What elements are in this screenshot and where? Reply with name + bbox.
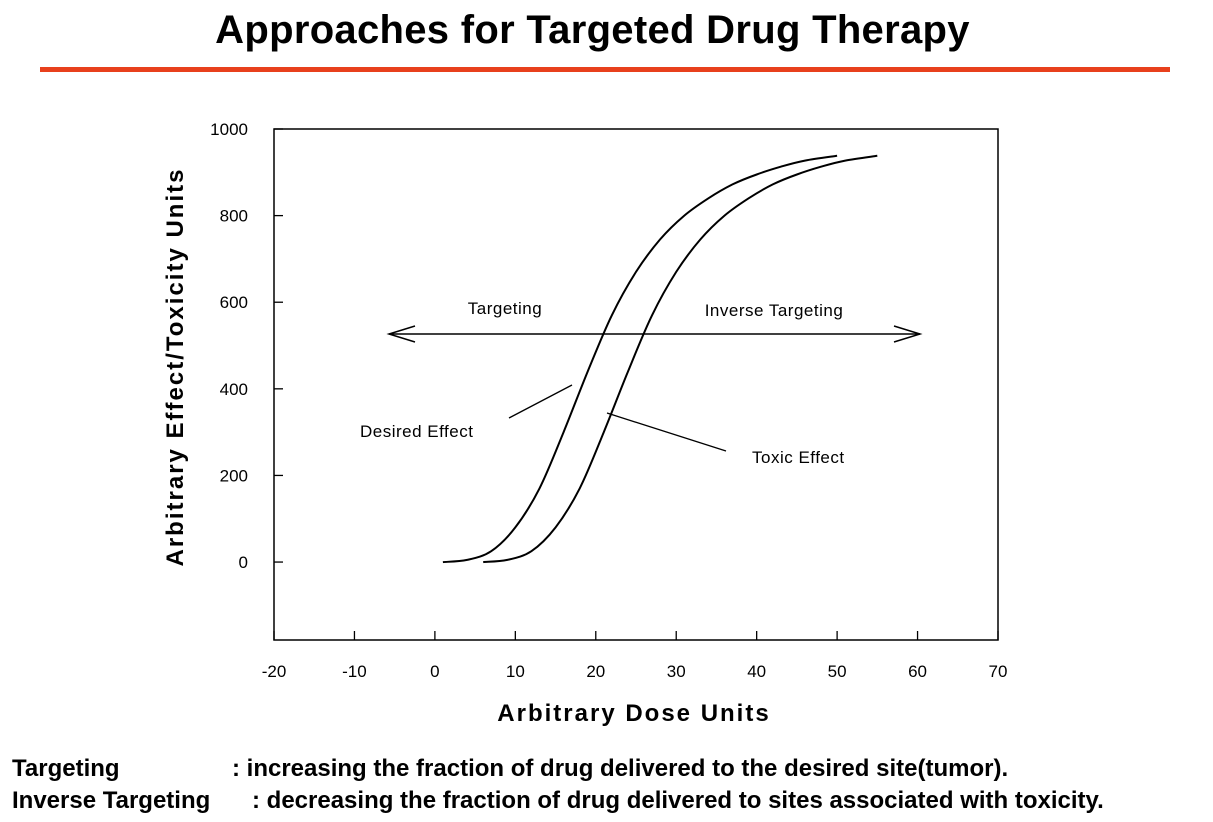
targeting-label: Targeting	[468, 299, 542, 318]
y-tick-label: 0	[239, 553, 248, 572]
y-axis-ticks: 0 200 400 600 800 1000	[210, 120, 283, 572]
y-tick-label: 400	[220, 380, 248, 399]
x-tick-label: -20	[262, 662, 287, 681]
targeting-arrows	[386, 325, 923, 343]
desired-effect-leader	[508, 384, 573, 419]
toxic-effect-label: Toxic Effect	[752, 448, 845, 467]
x-tick-label: 30	[667, 662, 686, 681]
definition-text: : decreasing the fraction of drug delive…	[252, 787, 1104, 814]
y-tick-label: 800	[220, 207, 248, 226]
page-title: Approaches for Targeted Drug Therapy	[215, 8, 970, 52]
toxic-effect-leader	[606, 412, 727, 452]
x-tick-label: 10	[506, 662, 525, 681]
y-tick-label: 200	[220, 466, 248, 485]
x-tick-label: 60	[908, 662, 927, 681]
definition-text: : increasing the fraction of drug delive…	[232, 755, 1009, 782]
definition-term: Inverse Targeting	[12, 787, 211, 814]
targeting-arrowhead-left	[386, 325, 416, 343]
plot-frame	[273, 128, 999, 641]
x-tick-label: 70	[989, 662, 1008, 681]
curves	[442, 154, 878, 564]
y-tick-label: 1000	[210, 120, 248, 139]
inverse-targeting-label: Inverse Targeting	[705, 301, 844, 320]
x-tick-label: 0	[430, 662, 439, 681]
inverse-targeting-arrowhead-right	[893, 325, 923, 343]
y-tick-label: 600	[220, 293, 248, 312]
definition-term: Targeting	[12, 755, 120, 782]
x-axis-ticks: -20 -10 0 10 20 30 40 50 60 70	[262, 631, 1008, 681]
toxic-effect-curve	[483, 154, 878, 564]
x-axis-label: Arbitrary Dose Units	[497, 700, 770, 727]
x-tick-label: 20	[586, 662, 605, 681]
desired-effect-curve	[442, 154, 838, 564]
desired-effect-label: Desired Effect	[360, 422, 473, 441]
x-tick-label: 50	[828, 662, 847, 681]
x-tick-label: 40	[747, 662, 766, 681]
x-tick-label: -10	[342, 662, 367, 681]
title-underline	[40, 67, 1170, 72]
y-axis-label: Arbitrary Effect/Toxicity Units	[162, 168, 189, 567]
